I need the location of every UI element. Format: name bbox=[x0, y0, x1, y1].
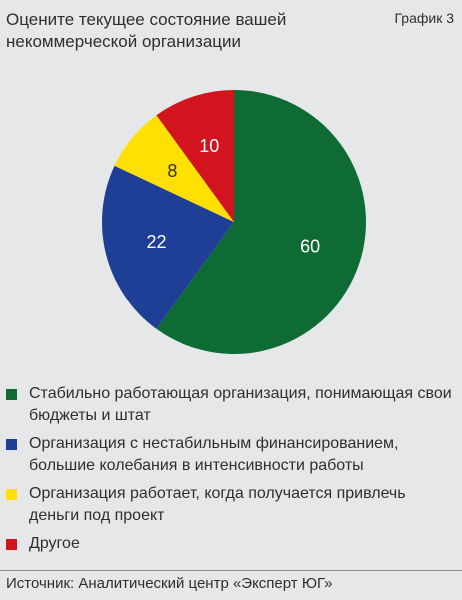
pie-slice-4 bbox=[156, 90, 234, 222]
legend-item: Организация с нестабильным финансировани… bbox=[6, 433, 458, 477]
pie-value-label-3: 8 bbox=[167, 161, 177, 181]
chart-number-label: График 3 bbox=[394, 10, 454, 26]
pie-slice-2 bbox=[101, 165, 234, 329]
legend-label: Организация с нестабильным финансировани… bbox=[29, 435, 399, 474]
legend-swatch bbox=[6, 439, 17, 450]
pie-slice-3 bbox=[114, 115, 234, 222]
legend-item: Организация работает, когда получается п… bbox=[6, 483, 458, 527]
legend-swatch bbox=[6, 539, 17, 550]
legend-label: Стабильно работающая организация, понима… bbox=[29, 385, 452, 424]
legend-item: Другое bbox=[6, 533, 458, 555]
chart-title: Оцените текущее состояние вашей некоммер… bbox=[6, 10, 287, 51]
pie-value-label-4: 10 bbox=[199, 136, 219, 156]
chart-legend: Стабильно работающая организация, понима… bbox=[6, 383, 458, 561]
pie-slices bbox=[101, 90, 367, 354]
legend-swatch bbox=[6, 489, 17, 500]
legend-label: Другое bbox=[29, 535, 80, 552]
pie-chart: 60 22 8 10 bbox=[101, 90, 367, 354]
pie-value-label-2: 22 bbox=[146, 232, 166, 252]
pie-value-label-1: 60 bbox=[300, 237, 320, 257]
legend-label: Организация работает, когда получается п… bbox=[29, 485, 406, 524]
legend-item: Стабильно работающая организация, понима… bbox=[6, 383, 458, 427]
footer-divider bbox=[0, 570, 462, 571]
pie-slice-1 bbox=[156, 90, 367, 354]
legend-swatch bbox=[6, 389, 17, 400]
pie-data-labels: 60 22 8 10 bbox=[146, 136, 320, 257]
source-note: Источник: Аналитический центр «Эксперт Ю… bbox=[6, 575, 333, 592]
